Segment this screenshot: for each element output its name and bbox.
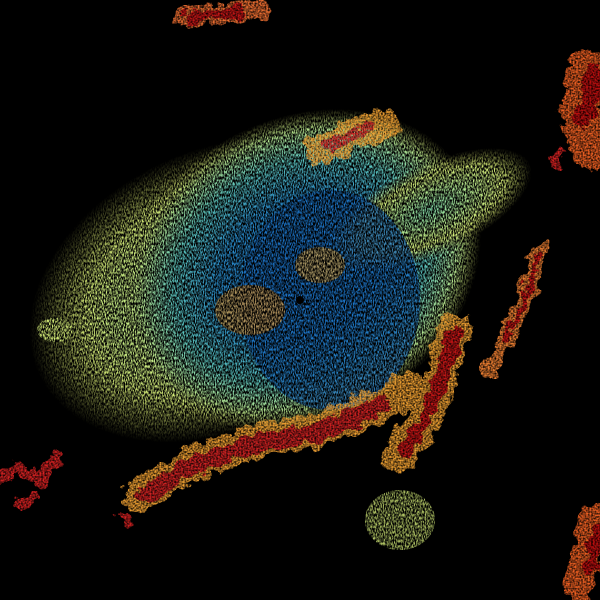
light-echo xyxy=(29,109,532,550)
radar-site xyxy=(296,296,304,304)
